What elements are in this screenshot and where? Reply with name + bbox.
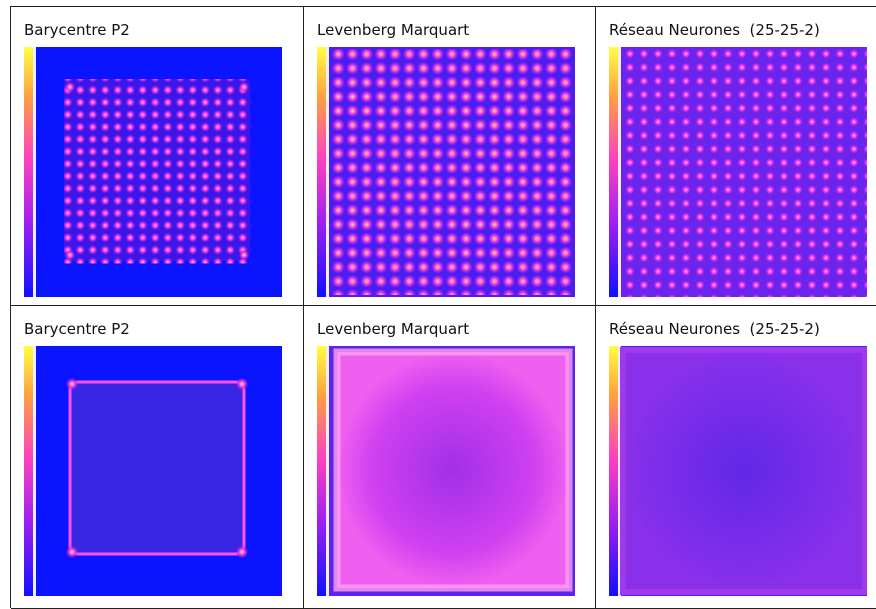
colorbar-frame	[326, 47, 329, 297]
colorbar	[317, 47, 326, 297]
colorbar	[24, 346, 33, 596]
heatmap-image	[317, 346, 575, 596]
corner-glow	[66, 546, 78, 558]
colorbar	[609, 346, 618, 596]
corner-glow	[236, 378, 248, 390]
colorbar-frame	[326, 346, 329, 596]
colorbar	[609, 47, 618, 297]
corner-glow	[236, 546, 248, 558]
heatmap-image	[24, 47, 282, 297]
table-cell: Barycentre P2	[11, 7, 304, 306]
table-cell: Levenberg Marquart	[304, 306, 596, 609]
field	[620, 347, 867, 595]
corner-dot	[65, 82, 75, 92]
field	[333, 348, 573, 592]
cell-title: Barycentre P2	[24, 320, 130, 338]
colorbar	[24, 47, 33, 297]
colorbar-frame	[618, 346, 621, 596]
table-cell: Levenberg Marquart	[304, 7, 596, 306]
dot-grid	[64, 79, 252, 264]
heatmap-image	[317, 47, 575, 297]
frame	[68, 380, 246, 556]
cell-title: Réseau Neurones (25-25-2)	[609, 320, 820, 338]
corner-dot	[239, 250, 249, 260]
dot-grid	[331, 49, 573, 295]
heatmap-image	[609, 47, 867, 297]
colorbar-frame	[618, 47, 621, 297]
cell-title: Levenberg Marquart	[317, 320, 470, 338]
table-cell: Réseau Neurones (25-25-2)	[596, 7, 876, 306]
corner-dot	[239, 82, 249, 92]
corner-dot	[65, 250, 75, 260]
colorbar-frame	[33, 346, 36, 596]
figure-table: Barycentre P2 Levenberg Marquart Réseau Ne…	[10, 6, 876, 609]
colorbar-frame	[33, 47, 36, 297]
table-cell: Barycentre P2	[11, 306, 304, 609]
cell-title: Barycentre P2	[24, 21, 130, 39]
cell-title: Réseau Neurones (25-25-2)	[609, 21, 820, 39]
dot-grid	[621, 47, 867, 297]
table-cell: Réseau Neurones (25-25-2)	[596, 306, 876, 609]
heatmap-image	[609, 346, 867, 596]
corner-glow	[66, 378, 78, 390]
cell-title: Levenberg Marquart	[317, 21, 470, 39]
colorbar	[317, 346, 326, 596]
heatmap-image	[24, 346, 282, 596]
